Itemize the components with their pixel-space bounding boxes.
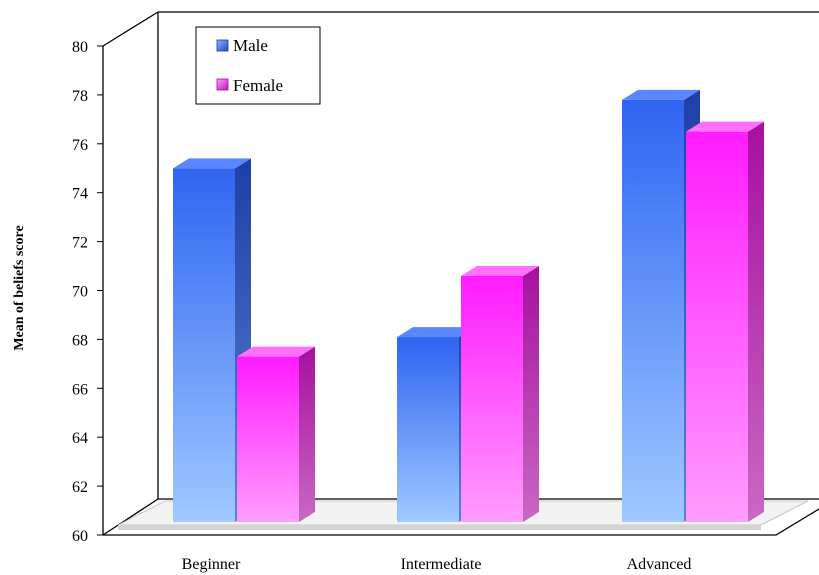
y-tick-label: 78: [72, 88, 88, 105]
y-tick-label: 60: [72, 528, 88, 545]
legend-label-female: Female: [233, 76, 283, 95]
x-tick-label: Intermediate: [401, 556, 482, 573]
bar-female-advanced: [686, 121, 764, 522]
x-tick-label: Advanced: [627, 556, 692, 573]
x-axis-labels: Beginner Intermediate Advanced: [182, 556, 692, 573]
bar-top-face: [461, 265, 539, 276]
bar-front-face: [686, 131, 748, 522]
floor-depth-left: [102, 498, 159, 536]
y-tick-label: 64: [72, 430, 88, 447]
bar-front-face: [397, 337, 459, 522]
bar-top-face: [686, 121, 764, 132]
y-tick-label: 66: [72, 381, 88, 398]
bar-side-face: [523, 265, 539, 522]
bar-side-face: [748, 121, 764, 522]
bar-front-face: [622, 99, 684, 523]
legend-swatch-female: [216, 78, 229, 91]
bar-top-face: [622, 89, 700, 100]
left-depth-top: [102, 11, 159, 47]
bar-female-intermediate: [461, 265, 539, 522]
y-tick-label: 74: [72, 186, 88, 203]
chart-frame: [102, 11, 819, 536]
y-axis-label: Mean of beliefs score: [12, 225, 27, 350]
legend-swatch-male: [216, 39, 229, 52]
bar-top-face: [173, 158, 251, 169]
y-tick-label: 80: [72, 39, 88, 56]
bar-side-face: [299, 346, 315, 522]
bar-female-beginner: [237, 346, 315, 522]
y-tick-label: 72: [72, 235, 88, 252]
y-tick-label: 70: [72, 284, 88, 301]
bar-top-face: [397, 327, 475, 338]
bars: [173, 89, 764, 523]
bar-front-face: [237, 356, 299, 522]
y-tick-label: 62: [72, 479, 88, 496]
legend-label-male: Male: [233, 36, 268, 55]
bar-front-face: [461, 275, 523, 522]
y-tick-label: 68: [72, 332, 88, 349]
bar-top-face: [237, 346, 315, 357]
y-axis-ticks: 60 62 64 66 68 70 72 74 76 78 80: [72, 39, 103, 545]
legend: Male Female: [195, 26, 321, 105]
y-tick-label: 76: [72, 137, 88, 154]
bar-front-face: [173, 168, 235, 523]
floor-front-edge: [103, 508, 819, 536]
x-tick-label: Beginner: [182, 556, 241, 573]
